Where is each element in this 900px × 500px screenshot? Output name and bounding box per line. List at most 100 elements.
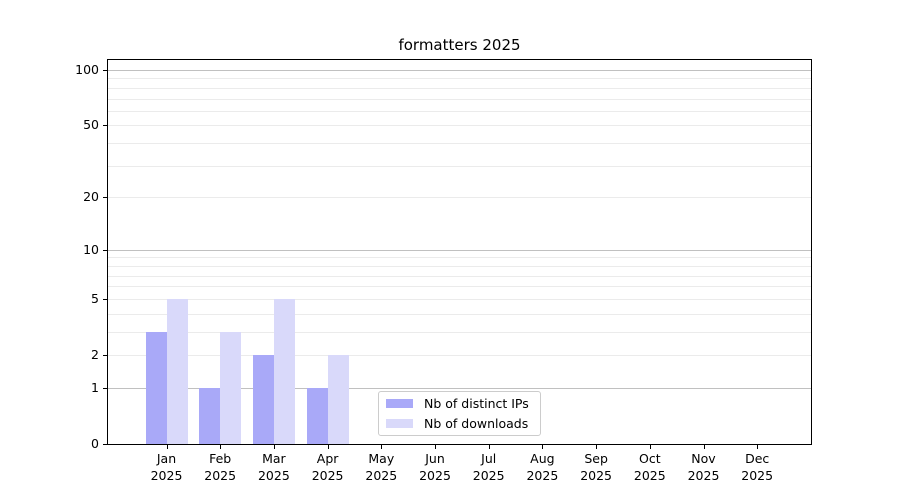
bar-distinct-ips: [252, 355, 274, 444]
y-tick-label: 5: [91, 290, 99, 306]
gridline-minor: [108, 298, 811, 300]
legend-entry: Nb of downloads: [386, 416, 540, 432]
bar-downloads: [220, 331, 242, 444]
x-tick-label: Feb 2025: [190, 450, 250, 484]
gridline-major: [108, 387, 811, 389]
x-tick-mark: [381, 445, 382, 449]
x-tick-mark: [328, 445, 329, 449]
gridline-minor: [108, 313, 811, 315]
gridline-minor: [108, 165, 811, 167]
x-tick-year: 2025: [472, 468, 505, 483]
x-tick-label: Nov 2025: [674, 450, 734, 484]
gridline-minor: [108, 286, 811, 288]
y-tick-mark: [103, 250, 107, 251]
x-tick-mark: [704, 445, 705, 449]
bar-distinct-ips: [199, 387, 221, 444]
x-tick-month: Aug: [530, 451, 555, 466]
legend-entry: Nb of distinct IPs: [386, 396, 540, 412]
x-tick-label: Dec 2025: [727, 450, 787, 484]
x-tick-year: 2025: [365, 468, 398, 483]
x-tick-label: Sep 2025: [566, 450, 626, 484]
x-tick-label: Aug 2025: [512, 450, 572, 484]
gridline-minor: [108, 110, 811, 112]
y-tick-label: 10: [83, 241, 99, 257]
x-tick-year: 2025: [633, 468, 666, 483]
gridline-major: [108, 70, 811, 71]
y-tick-label: 2: [91, 347, 99, 362]
y-tick-mark: [103, 70, 107, 71]
bar-downloads: [327, 355, 349, 444]
x-tick-label: Apr 2025: [298, 450, 358, 484]
x-tick-mark: [489, 445, 490, 449]
x-tick-mark: [167, 445, 168, 449]
x-tick-label: Oct 2025: [620, 450, 680, 484]
x-tick-month: Apr: [316, 451, 339, 466]
x-tick-mark: [596, 445, 597, 449]
bar-distinct-ips: [306, 387, 328, 444]
gridline-minor: [108, 257, 811, 259]
x-tick-mark: [435, 445, 436, 449]
x-tick-year: 2025: [311, 468, 344, 483]
gridline-minor: [108, 98, 811, 100]
y-tick-label: 1: [91, 379, 99, 395]
x-tick-year: 2025: [150, 468, 183, 483]
legend-label: Nb of distinct IPs: [424, 396, 529, 411]
x-tick-year: 2025: [257, 468, 290, 483]
gridline-minor: [108, 197, 811, 199]
x-tick-mark: [274, 445, 275, 449]
x-tick-label: Jul 2025: [459, 450, 519, 484]
legend: Nb of distinct IPs Nb of downloads: [378, 391, 541, 436]
x-tick-month: Nov: [691, 451, 716, 466]
x-tick-mark: [757, 445, 758, 449]
bar-downloads: [166, 298, 188, 444]
x-tick-mark: [220, 445, 221, 449]
y-tick-mark: [103, 197, 107, 198]
bar-downloads: [273, 298, 295, 444]
gridline-minor: [108, 265, 811, 267]
x-tick-label: Mar 2025: [244, 450, 304, 484]
gridline-minor: [108, 87, 811, 89]
x-tick-year: 2025: [204, 468, 237, 483]
x-tick-month: Sep: [584, 451, 608, 466]
x-tick-month: Jul: [481, 451, 497, 466]
x-tick-mark: [650, 445, 651, 449]
x-tick-month: May: [368, 451, 395, 466]
x-tick-label: Jun 2025: [405, 450, 465, 484]
y-tick-label: 50: [83, 117, 99, 133]
y-tick-mark: [103, 444, 107, 445]
x-tick-month: Mar: [262, 451, 286, 466]
y-tick-mark: [103, 388, 107, 389]
x-tick-month: Jun: [425, 451, 445, 466]
plot-area: Nb of distinct IPs Nb of downloads: [107, 59, 812, 445]
x-tick-month: Feb: [209, 451, 232, 466]
y-tick-mark: [103, 355, 107, 356]
x-tick-label: May 2025: [351, 450, 411, 484]
chart-title: formatters 2025: [398, 36, 521, 54]
x-tick-year: 2025: [580, 468, 612, 483]
legend-swatch: [386, 419, 413, 428]
gridline-minor: [108, 143, 811, 145]
gridline-minor: [108, 275, 811, 277]
y-tick-label: 20: [83, 189, 99, 205]
x-tick-month: Jan: [156, 451, 177, 466]
x-tick-year: 2025: [419, 468, 451, 483]
x-tick-month: Oct: [638, 451, 661, 466]
y-tick-mark: [103, 299, 107, 300]
gridline-minor: [108, 125, 811, 127]
x-tick-label: Jan 2025: [137, 450, 197, 484]
legend-swatch: [386, 399, 413, 408]
y-tick-label: 0: [91, 436, 99, 451]
x-tick-year: 2025: [741, 468, 774, 483]
y-tick-label: 100: [75, 62, 99, 77]
legend-label: Nb of downloads: [424, 416, 529, 431]
x-tick-mark: [542, 445, 543, 449]
gridline-major: [108, 249, 811, 251]
y-tick-mark: [103, 125, 107, 126]
x-tick-year: 2025: [526, 468, 559, 483]
gridline-minor: [108, 331, 811, 333]
x-tick-year: 2025: [687, 468, 720, 483]
gridline-minor: [108, 78, 811, 80]
gridline-minor: [108, 355, 811, 356]
bar-distinct-ips: [145, 331, 167, 444]
